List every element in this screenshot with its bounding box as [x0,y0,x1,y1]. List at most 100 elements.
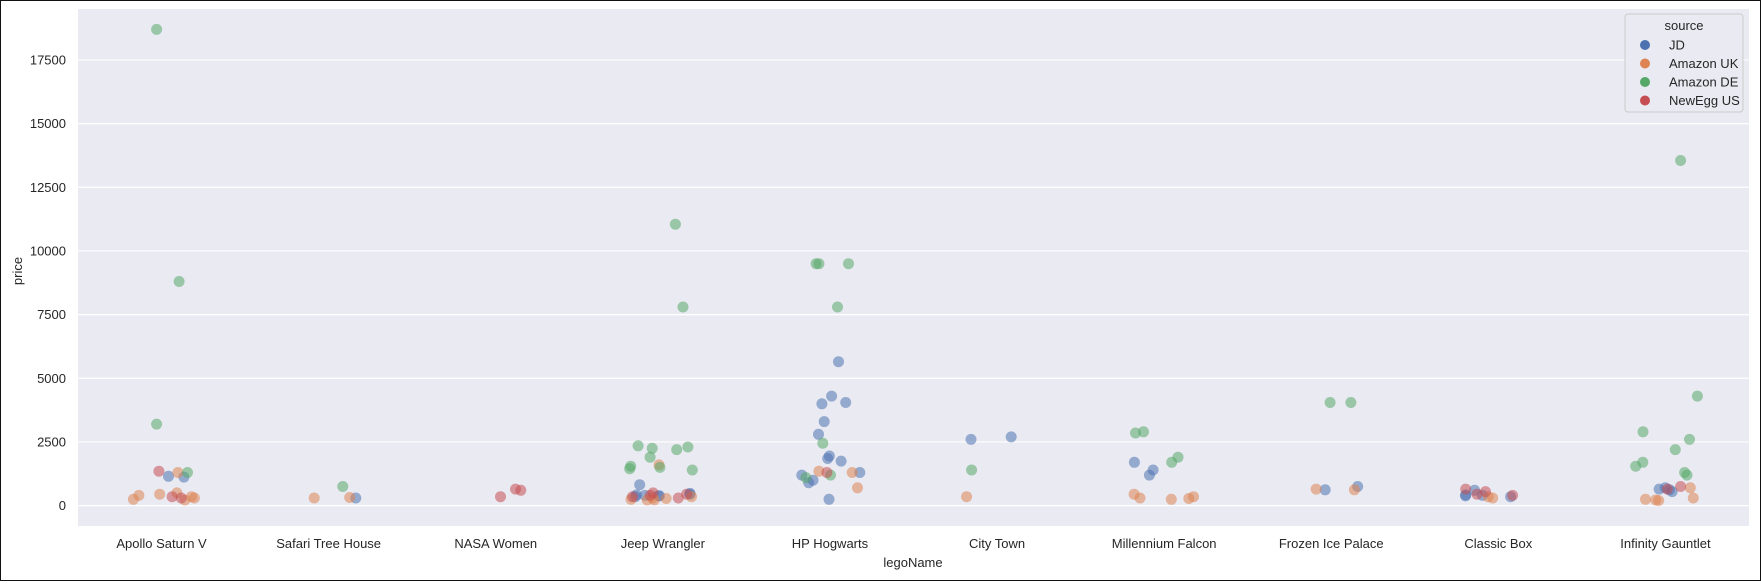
data-point [1310,483,1322,495]
legend-label: Amazon DE [1669,75,1739,90]
data-point [1345,397,1357,408]
data-point [961,491,973,503]
x-tick-label: Frozen Ice Palace [1279,536,1384,551]
data-point [166,491,178,503]
data-point [1653,495,1665,506]
data-point [175,492,187,504]
y-tick-labels: 0 2500 5000 7500 10000 12500 15000 17500 [30,52,66,513]
x-tick-label: Infinity Gauntlet [1620,536,1711,551]
data-point [172,467,184,478]
data-point [846,467,858,478]
y-tick-label: 17500 [30,52,66,67]
data-point [1348,484,1360,496]
legend-label: JD [1669,38,1685,53]
data-point [660,493,672,504]
data-point [832,301,843,313]
data-point [644,489,656,501]
data-point [1507,489,1519,501]
data-point [1480,486,1491,498]
data-point [822,453,834,464]
x-tick-label: Millennium Falcon [1112,536,1217,551]
data-point [1630,460,1642,472]
legend-marker [1640,77,1650,87]
data-point [634,479,646,491]
data-point [1640,493,1651,505]
legend-marker [1640,58,1650,69]
y-axis-label: price [10,257,25,285]
data-point [669,218,681,230]
data-point [1691,390,1703,402]
data-point [966,464,978,476]
y-tick-label: 12500 [30,180,66,195]
data-point [818,416,830,428]
data-point [646,442,658,454]
x-tick-label: Classic Box [1464,536,1532,551]
data-point [1675,481,1687,492]
data-point [833,356,844,368]
x-tick-label: NASA Women [454,536,537,551]
y-tick-label: 0 [59,498,66,513]
data-point [854,467,866,478]
data-point [1165,493,1177,505]
legend-box [1624,13,1744,113]
data-point [813,258,825,270]
data-point [1675,155,1687,166]
x-tick-label: Apollo Saturn V [116,536,207,551]
x-tick-label: Safari Tree House [276,536,381,551]
data-point [127,493,139,505]
data-point [965,433,977,445]
data-point [826,390,838,402]
data-point [1684,433,1695,445]
data-point [154,488,166,500]
data-point [632,440,644,452]
data-point [681,488,693,500]
data-point [1143,469,1155,481]
data-point [682,441,694,453]
legend: source JD Amazon UK Amazon DE NewEgg US [1624,13,1744,113]
data-point [852,482,863,494]
x-tick-label: City Town [969,536,1025,551]
data-point [1684,482,1696,494]
data-point [654,461,666,473]
y-tick-label: 7500 [37,307,66,322]
data-point [1460,483,1472,495]
data-point [800,472,812,484]
data-point [1005,431,1017,443]
legend-label: NewEgg US [1669,93,1740,108]
legend-label: Amazon UK [1669,56,1739,71]
data-point [308,492,320,504]
data-point [840,397,852,408]
data-point [672,492,684,504]
legend-marker [1640,95,1650,106]
y-tick-label: 2500 [37,434,66,449]
data-point [1687,492,1699,504]
data-point [1319,484,1331,496]
data-point [344,492,356,503]
data-point [821,467,833,478]
data-points [127,23,1703,506]
data-point [1669,444,1681,456]
data-point [1661,483,1673,495]
data-point [1130,427,1141,439]
data-point [1324,397,1336,408]
data-point [1681,469,1693,481]
x-tick-label: Jeep Wrangler [621,536,706,551]
data-point [337,481,349,492]
data-point [1183,493,1195,504]
x-tick-label: HP Hogwarts [792,536,869,551]
data-point [817,437,829,449]
data-point [627,491,639,503]
data-point [835,455,847,467]
data-point [1487,492,1499,504]
data-point [671,444,683,456]
data-point [182,467,193,478]
data-point [515,484,527,496]
plot-area [78,9,1749,526]
data-point [188,492,200,504]
data-point [644,451,656,463]
y-tick-label: 15000 [30,116,66,131]
data-point [153,465,165,477]
data-point [1166,456,1178,468]
